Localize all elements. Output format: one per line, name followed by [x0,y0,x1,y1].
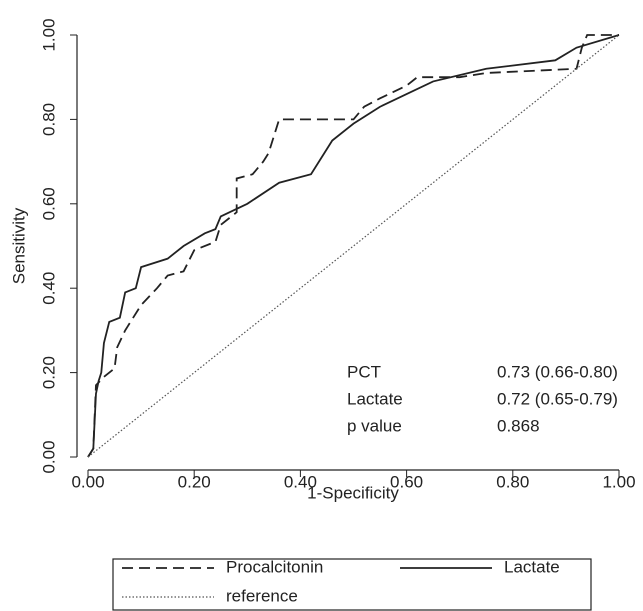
annotation-value: 0.73 (0.66-0.80) [497,362,618,381]
y-tick-label: 0.40 [39,272,58,305]
annotation-value: 0.868 [497,416,540,435]
y-tick-label: 0.60 [39,187,58,220]
annotation-value: 0.72 (0.65-0.79) [497,389,618,408]
legend-label: Lactate [504,557,560,576]
legend-label: Procalcitonin [226,557,323,576]
legend-box [112,558,592,611]
x-tick-label: 0.20 [178,472,211,491]
annotation-label: PCT [347,362,381,381]
x-tick-label: 0.60 [390,472,423,491]
x-tick-label: 0.80 [496,472,529,491]
series-line [87,34,620,458]
x-axis-title: 1-Specificity [307,483,399,502]
y-axis-title: Sensitivity [9,207,28,284]
y-tick-label: 0.80 [39,103,58,136]
x-tick-label: 0.40 [284,472,317,491]
y-tick-label: 1.00 [39,18,58,51]
legend-label: reference [226,586,298,605]
annotation-label: p value [347,416,402,435]
y-tick-label: 0.00 [39,440,58,473]
x-tick-label: 0.00 [71,472,104,491]
y-tick-label: 0.20 [39,356,58,389]
series-line [87,34,619,458]
x-tick-label: 1.00 [602,472,635,491]
series-line [87,34,620,458]
annotation-label: Lactate [347,389,403,408]
